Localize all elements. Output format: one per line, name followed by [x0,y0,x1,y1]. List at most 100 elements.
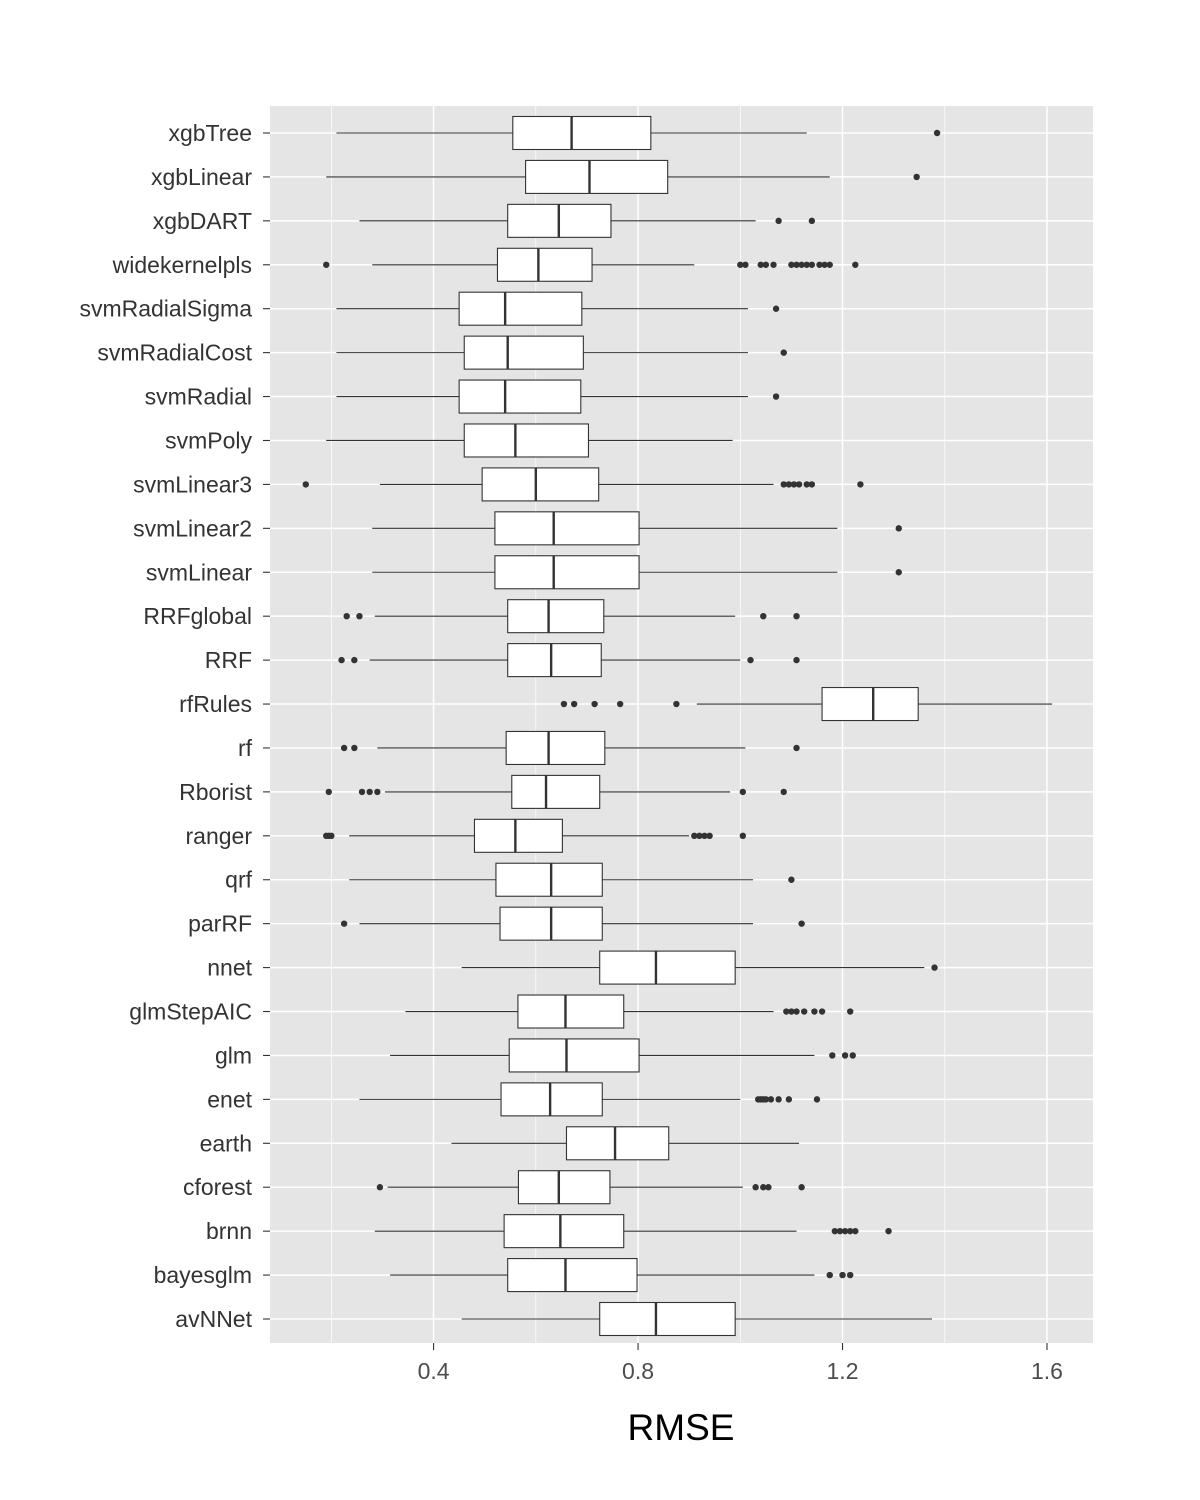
outlier-point [760,1184,767,1191]
outlier-point [570,700,578,708]
outlier-point [747,656,754,664]
outlier-point [933,129,941,137]
box-iqr [503,1214,625,1249]
box-rfRules [560,686,1053,722]
outlier-point [798,920,805,927]
outlier-point [885,1227,892,1235]
outlier-point [739,788,747,796]
box-iqr [508,1038,640,1073]
outlier-point [340,920,348,927]
x-axis-ticks: 0.4 0.8 1.2 1.6 [418,1343,1063,1384]
outlier-point [813,1096,821,1103]
outlier-point [358,788,366,796]
outlier-point [852,261,859,268]
outlier-point [696,832,703,840]
box-iqr [481,467,600,502]
category-label: RRF [205,647,252,673]
box-rf [340,730,800,766]
x-axis-title: RMSE [628,1407,735,1448]
category-label: rfRules [179,691,252,717]
outlier-point [706,832,713,840]
box-iqr [505,730,606,766]
outlier-point [852,1227,859,1235]
x-tick-label: 1.6 [1031,1358,1063,1384]
outlier-point [772,393,780,400]
x-tick-label: 1.2 [827,1358,859,1384]
outlier-point [790,481,798,488]
box-iqr [473,818,563,853]
category-label: svmRadialSigma [79,296,252,322]
category-label: parRF [188,911,252,937]
outlier-point [793,612,800,620]
category-label: qrf [225,867,252,893]
outlier-point [780,481,787,488]
category-label: svmRadialCost [97,340,252,366]
box-iqr [599,1301,736,1337]
outlier-point [785,1096,793,1103]
outlier-point [836,1227,844,1235]
outlier-point [673,700,680,708]
outlier-point [808,481,816,488]
outlier-point [351,656,358,664]
box-svmLinear3 [302,467,864,502]
outlier-point [775,1096,782,1103]
box-iqr [496,247,593,282]
outlier-point [808,217,816,225]
outlier-point [780,349,787,356]
outlier-point [752,1184,759,1191]
outlier-point [816,261,823,268]
box-svmPoly [326,423,733,458]
box-iqr [511,774,601,809]
category-labels: xgbTree xgbLinear xgbDART widekernelpls svmR… [79,120,270,1332]
box-xgbTree [336,115,941,151]
outlier-point [800,1008,808,1015]
outlier-point [374,788,381,796]
panel-background [270,106,1093,1343]
box-iqr [458,291,583,326]
box-iqr [494,555,640,590]
box-svmRadialCost [336,335,787,370]
box-cforest [376,1170,805,1205]
category-label: RRFglobal [143,603,252,629]
category-label: svmLinear3 [133,471,252,497]
outlier-point [841,1227,849,1235]
outlier-point [895,569,902,576]
outlier-point [302,481,309,488]
outlier-point [328,832,335,840]
outlier-point [739,832,747,840]
category-label: ranger [186,823,253,849]
box-widekernelpls [323,247,859,282]
outlier-point [760,612,767,620]
outlier-point [793,261,800,268]
outlier-point [780,788,787,796]
box-earth [451,1126,800,1161]
box-iqr [517,1170,611,1205]
box-iqr [458,379,582,414]
outlier-point [356,612,363,620]
x-tick-label: 0.8 [622,1358,654,1384]
box-iqr [821,686,919,722]
category-label: Rborist [179,779,252,805]
outlier-point [913,173,920,181]
outlier-point [803,261,810,268]
outlier-point [841,1052,849,1059]
outlier-point [783,1008,790,1015]
outlier-point [767,1096,775,1103]
category-label: cforest [183,1174,253,1200]
outlier-point [351,744,358,752]
box-Rborist [325,774,787,809]
outlier-point [846,1271,854,1279]
category-label: bayesglm [154,1262,252,1288]
outlier-point [811,1008,818,1015]
box-parRF [340,906,805,941]
outlier-point [798,1184,805,1191]
outlier-point [857,481,864,488]
outlier-point [788,876,795,883]
category-label: glm [215,1042,252,1068]
category-label: svmLinear [146,559,252,585]
category-label: rf [238,735,253,761]
outlier-point [616,700,624,708]
category-label: enet [207,1086,252,1112]
outlier-point [818,1008,826,1015]
outlier-point [798,261,805,268]
